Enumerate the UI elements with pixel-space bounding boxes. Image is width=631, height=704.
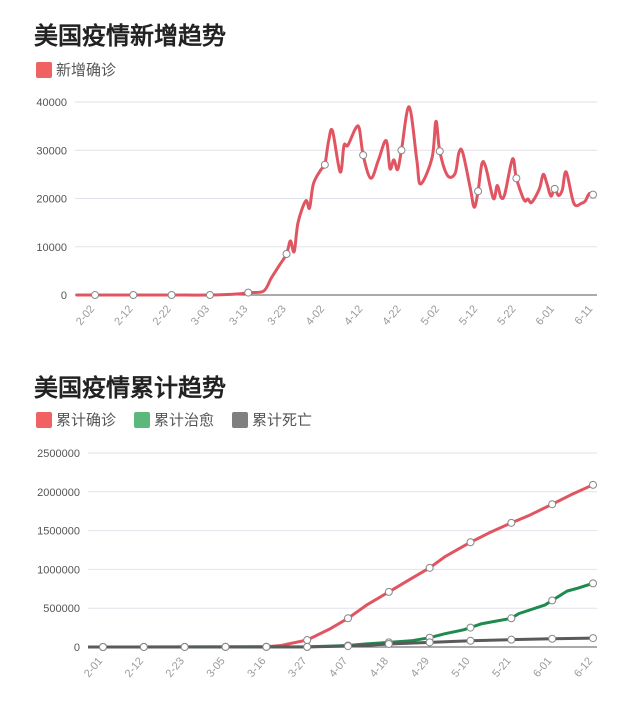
series-line-1 [88, 581, 594, 649]
x-tick-label: 2-12 [123, 655, 146, 680]
data-point [359, 151, 368, 160]
x-tick-label: 2-23 [164, 655, 187, 680]
data-point [589, 634, 597, 643]
data-point [167, 291, 176, 299]
y-tick-label: 40000 [36, 97, 67, 109]
data-point [550, 184, 559, 193]
data-point [589, 190, 597, 199]
x-tick-label: 3-27 [286, 655, 309, 680]
series-line-0 [75, 105, 594, 297]
data-point [221, 642, 230, 651]
data-point [589, 480, 597, 489]
legend-label: 累计治愈 [154, 411, 215, 429]
x-tick-label: 4-07 [327, 655, 350, 680]
data-point [129, 291, 138, 299]
x-tick-label: 3-05 [204, 655, 227, 680]
series-line-2 [88, 636, 594, 649]
data-point [262, 642, 271, 651]
x-tick-label: 3-16 [245, 655, 268, 680]
data-point [384, 587, 393, 596]
data-point [507, 635, 516, 644]
data-point [512, 174, 521, 183]
chart1-title: 美国疫情新增趋势 [34, 22, 226, 50]
y-tick-label: 2500000 [37, 448, 80, 460]
data-point [435, 147, 444, 156]
data-point [425, 563, 434, 572]
x-tick-label: 5-10 [449, 655, 472, 680]
x-tick-label: 4-18 [368, 655, 391, 680]
data-point [91, 291, 99, 299]
data-point [507, 518, 516, 527]
legend-swatch [134, 411, 151, 428]
x-tick-label: 6-12 [572, 655, 595, 680]
legend-label: 累计死亡 [252, 411, 313, 429]
data-point [397, 146, 406, 155]
data-point [139, 642, 148, 651]
legend-label: 累计确诊 [56, 411, 117, 429]
data-point [466, 623, 475, 632]
legend-swatch [36, 411, 52, 428]
data-point [180, 642, 189, 651]
y-tick-label: 2000000 [37, 487, 80, 499]
x-tick-label: 6-01 [531, 655, 554, 680]
data-point [548, 634, 557, 643]
legend-label: 新增确诊 [56, 61, 117, 79]
data-point [344, 614, 352, 623]
chart2-legend[interactable]: 累计确诊 累计治愈 累计死亡 [36, 409, 312, 430]
legend-item-new-confirmed[interactable]: 新增确诊 [36, 59, 116, 80]
data-point [466, 636, 475, 645]
data-point [589, 579, 597, 588]
series-line-0 [88, 483, 594, 649]
data-point [548, 596, 557, 605]
legend-item-deaths[interactable]: 累计死亡 [232, 409, 312, 430]
legend-swatch [232, 411, 249, 428]
x-tick-label: 5-21 [490, 655, 513, 680]
data-point [99, 642, 107, 651]
data-point [205, 291, 214, 299]
legend-item-confirmed[interactable]: 累计确诊 [36, 409, 116, 430]
y-tick-label: 500000 [43, 603, 80, 615]
x-tick-label: 2-01 [82, 655, 105, 680]
y-tick-label: 10000 [36, 242, 67, 254]
chart2-title: 美国疫情累计趋势 [34, 374, 226, 402]
data-point [344, 642, 352, 651]
data-point [303, 642, 312, 651]
legend-swatch [36, 61, 52, 78]
y-tick-label: 1500000 [37, 526, 80, 538]
y-tick-label: 0 [74, 642, 80, 654]
y-tick-label: 30000 [36, 145, 67, 157]
y-tick-label: 0 [61, 290, 67, 302]
data-point [303, 636, 312, 645]
data-point [507, 614, 516, 623]
data-point [244, 288, 253, 297]
chart1-legend[interactable]: 新增确诊 [36, 59, 116, 80]
data-point [425, 638, 434, 647]
data-point [384, 640, 393, 649]
x-tick-label: 4-29 [409, 655, 432, 680]
legend-item-recovered[interactable]: 累计治愈 [134, 409, 214, 430]
data-point [320, 160, 329, 169]
data-point [548, 500, 557, 509]
data-point [466, 538, 475, 547]
y-tick-label: 1000000 [37, 564, 80, 576]
y-tick-label: 20000 [36, 194, 67, 206]
data-point [474, 187, 483, 196]
data-point [282, 249, 291, 258]
